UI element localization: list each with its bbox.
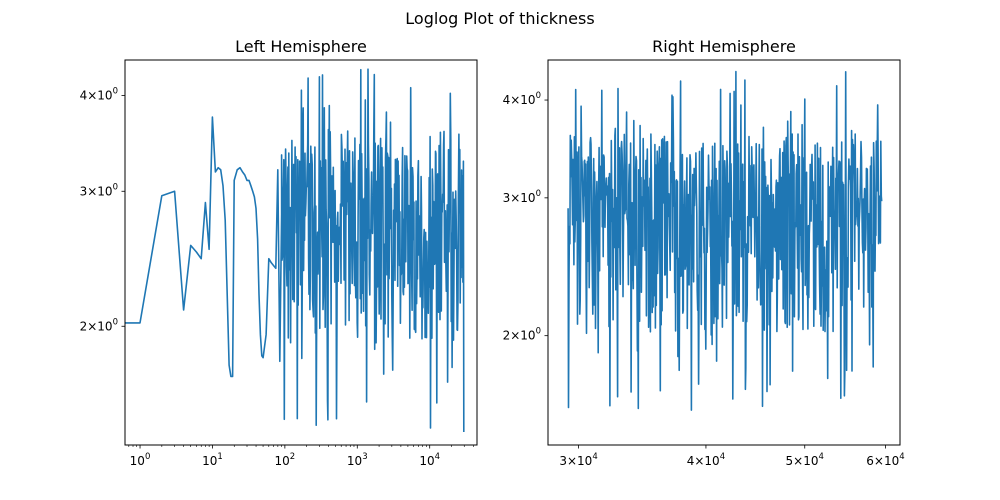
- right-panel-title: Right Hemisphere: [652, 37, 796, 56]
- right-xtick-label: 5×104: [786, 452, 824, 468]
- right-ytick-label: 3×100: [503, 189, 541, 205]
- left-hemisphere-panel: Left Hemisphere 2×100 3×100 4×100 100 101 102…: [80, 37, 478, 468]
- left-xtick-label: 101: [202, 452, 223, 468]
- left-xtick-label: 103: [347, 452, 368, 468]
- right-plot-area: [567, 70, 883, 411]
- left-xtick-label: 100: [130, 452, 151, 468]
- left-xtick-label: 104: [419, 452, 440, 468]
- left-ytick-label: 2×100: [80, 317, 118, 333]
- right-xtick-label: 6×104: [866, 452, 904, 468]
- left-ytick-label: 4×100: [80, 86, 118, 102]
- left-panel-title: Left Hemisphere: [235, 37, 367, 56]
- left-ytick-label: 3×100: [80, 182, 118, 198]
- right-xtick-label: 3×104: [559, 452, 597, 468]
- right-hemisphere-panel: Right Hemisphere 2×100 3×100 4×100 3×104 4×1…: [503, 37, 905, 468]
- figure-suptitle: Loglog Plot of thickness: [405, 9, 594, 28]
- left-axes-frame: [124, 59, 478, 446]
- right-ytick-label: 4×100: [503, 91, 541, 107]
- left-thickness-series-line: [125, 68, 465, 433]
- right-thickness-series-line: [567, 70, 883, 411]
- left-plot-area: [125, 68, 465, 433]
- right-ytick-label: 2×100: [503, 327, 541, 343]
- right-xtick-label: 4×104: [687, 452, 725, 468]
- left-xtick-label: 102: [275, 452, 296, 468]
- right-axes-frame: [547, 59, 901, 446]
